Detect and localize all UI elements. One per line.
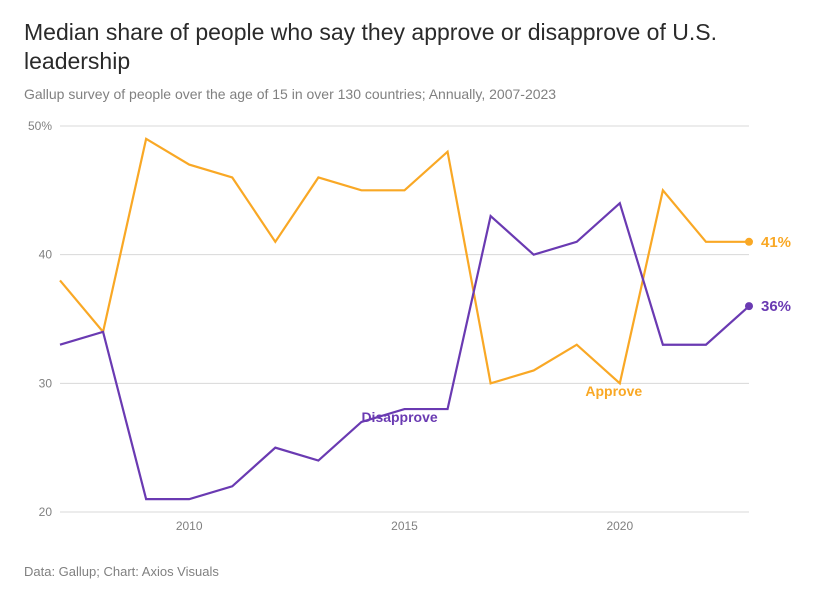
chart-subtitle: Gallup survey of people over the age of … (24, 86, 811, 102)
x-axis-label: 2015 (391, 519, 418, 533)
chart-area: 20 30 40 50% 2010 2015 2020 41% Approve 36% Disapp… (24, 120, 811, 540)
chart-source: Data: Gallup; Chart: Axios Visuals (24, 564, 811, 579)
series-label-approve: Approve (585, 383, 642, 399)
end-marker-approve (745, 237, 753, 245)
end-marker-disapprove (745, 302, 753, 310)
end-label-approve: 41% (761, 233, 791, 250)
end-label-disapprove: 36% (761, 298, 791, 315)
series-label-disapprove: Disapprove (361, 408, 437, 424)
series-line-disapprove (60, 203, 749, 499)
chart-title: Median share of people who say they appr… (24, 18, 784, 76)
y-axis-label: 20 (39, 505, 53, 519)
series-line-approve (60, 138, 749, 382)
y-axis-label: 30 (39, 376, 53, 390)
y-axis-label: 40 (39, 247, 53, 261)
chart-page: Median share of people who say they appr… (0, 0, 835, 594)
x-axis-label: 2010 (176, 519, 203, 533)
line-chart-svg: 20 30 40 50% 2010 2015 2020 41% Approve 36% Disapp… (24, 120, 811, 540)
x-axis-label: 2020 (606, 519, 633, 533)
y-axis-label: 50% (28, 120, 52, 133)
